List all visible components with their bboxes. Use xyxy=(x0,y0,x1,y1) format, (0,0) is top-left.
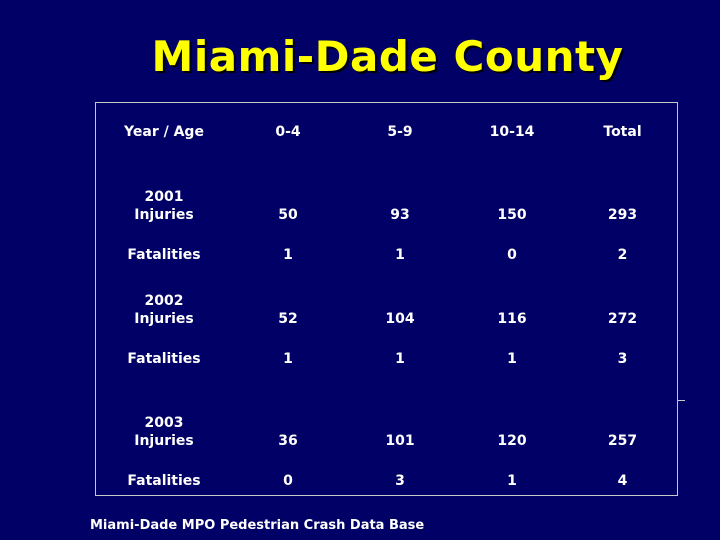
row-category: Fatalities xyxy=(127,247,201,263)
value-age-0-4: 0 xyxy=(283,473,293,489)
row-year: 2003 xyxy=(144,415,184,431)
slide-title: Miami-Dade County xyxy=(151,32,624,81)
value-age-0-4: 1 xyxy=(283,247,293,263)
row-label: 2001 Injuries xyxy=(96,141,232,224)
row-label: 2003 Injuries xyxy=(96,368,232,450)
header-age-5-9: 5-9 xyxy=(387,124,413,140)
value-total: 3 xyxy=(617,351,628,367)
row-category: Injuries xyxy=(134,433,194,449)
source-footnote: Miami-Dade MPO Pedestrian Crash Data Bas… xyxy=(90,518,425,533)
table-border xyxy=(95,102,678,496)
value-age-10-14: 1 xyxy=(507,473,517,489)
table-row: 2001 Injuries 50 93 150 293 xyxy=(96,141,677,224)
value-age-5-9: 3 xyxy=(395,473,405,489)
value-total: 4 xyxy=(617,473,628,489)
row-year: 2001 xyxy=(144,189,184,205)
table-row: 2003 Injuries 36 101 120 257 xyxy=(96,368,677,450)
value-total: 2 xyxy=(617,247,628,263)
value-age-0-4: 36 xyxy=(278,433,298,449)
value-age-10-14: 120 xyxy=(497,433,527,449)
value-total: 257 xyxy=(607,433,638,449)
header-age-10-14: 10-14 xyxy=(489,124,535,140)
table-row: Fatalities 1 1 0 2 xyxy=(96,224,677,264)
crash-data-table: Year / Age 0-4 5-9 10-14 Total 2001 Inju… xyxy=(96,103,677,490)
row-year: 2002 xyxy=(144,293,184,309)
header-total: Total xyxy=(603,124,642,140)
row-label: 2002 Injuries xyxy=(96,264,232,328)
row-category: Fatalities xyxy=(127,351,201,367)
table-border-tick xyxy=(678,400,685,401)
table-header-row: Year / Age 0-4 5-9 10-14 Total xyxy=(96,103,677,141)
header-age-0-4: 0-4 xyxy=(275,124,301,140)
table-row: 2002 Injuries 52 104 116 272 xyxy=(96,264,677,328)
value-age-0-4: 1 xyxy=(283,351,293,367)
value-age-5-9: 1 xyxy=(395,351,405,367)
row-category: Injuries xyxy=(134,311,194,327)
value-age-5-9: 93 xyxy=(390,207,410,223)
table-row: Fatalities 0 3 1 4 xyxy=(96,450,677,490)
value-age-0-4: 52 xyxy=(278,311,298,327)
value-total: 272 xyxy=(607,311,638,327)
value-age-0-4: 50 xyxy=(278,207,298,223)
value-age-5-9: 1 xyxy=(395,247,405,263)
value-age-5-9: 104 xyxy=(385,311,415,327)
value-age-10-14: 0 xyxy=(507,247,517,263)
row-category: Injuries xyxy=(134,207,194,223)
table-row: Fatalities 1 1 1 3 xyxy=(96,328,677,368)
value-age-5-9: 101 xyxy=(385,433,415,449)
header-year-age: Year / Age xyxy=(124,124,204,140)
value-age-10-14: 1 xyxy=(507,351,517,367)
value-total: 293 xyxy=(607,207,638,223)
row-category: Fatalities xyxy=(127,473,201,489)
value-age-10-14: 116 xyxy=(497,311,527,327)
value-age-10-14: 150 xyxy=(497,207,527,223)
